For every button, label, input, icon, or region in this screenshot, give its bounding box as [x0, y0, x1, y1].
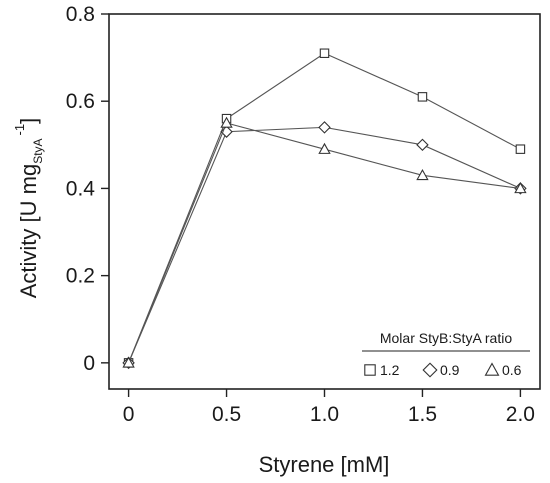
series-line	[128, 122, 521, 364]
square-marker	[319, 48, 330, 58]
diamond-marker	[318, 121, 331, 134]
x-tick-label: 1.0	[310, 403, 339, 426]
diamond-marker	[416, 138, 429, 152]
triangle-marker	[122, 356, 135, 368]
x-axis: 0 0.5 1.0 1.5 2.0	[123, 389, 535, 426]
legend-label: 0.9	[440, 362, 460, 378]
x-tick-label: 1.5	[408, 403, 437, 426]
legend-label: 1.2	[380, 362, 400, 378]
triangle-marker	[318, 142, 331, 154]
diamond-marker	[422, 362, 438, 378]
y-axis-title-group: Activity [U mgStyA -1]	[12, 118, 45, 299]
x-tick-label: 0.5	[212, 403, 241, 426]
triangle-marker	[514, 182, 527, 194]
triangle-marker	[220, 116, 233, 128]
triangle-marker	[416, 168, 429, 181]
legend-label: 0.6	[502, 362, 522, 378]
y-tick-label: 0.4	[66, 177, 96, 200]
series-layer	[122, 48, 527, 370]
diamond-marker	[220, 125, 233, 138]
y-axis-title-close: ]	[16, 118, 41, 124]
y-axis-title: Activity [U mgStyA -1]	[12, 118, 45, 299]
series-square	[123, 48, 526, 368]
legend: Molar StyB:StyA ratio 1.2 0.9 0.6	[362, 330, 530, 378]
legend-title: Molar StyB:StyA ratio	[380, 330, 512, 346]
series-triangle	[122, 116, 527, 368]
square-marker	[417, 92, 428, 102]
y-tick-label: 0	[83, 352, 95, 375]
y-axis-title-superscript: -1	[12, 124, 27, 136]
y-axis: 0 0.2 0.4 0.6 0.8	[66, 3, 109, 375]
x-tick-label: 2.0	[506, 403, 535, 426]
series-line	[128, 126, 521, 364]
y-tick-label: 0.8	[66, 3, 95, 26]
x-tick-label: 0	[123, 403, 135, 426]
y-axis-title-main: Activity [U mg	[16, 164, 41, 298]
triangle-marker	[484, 362, 500, 376]
y-tick-label: 0.2	[66, 265, 95, 288]
square-marker	[515, 144, 526, 154]
x-axis-title: Styrene [mM]	[259, 452, 390, 477]
y-tick-label: 0.6	[66, 90, 95, 113]
square-marker	[364, 364, 376, 376]
y-axis-title-subscript: StyA	[31, 138, 45, 163]
series-line	[128, 52, 521, 364]
